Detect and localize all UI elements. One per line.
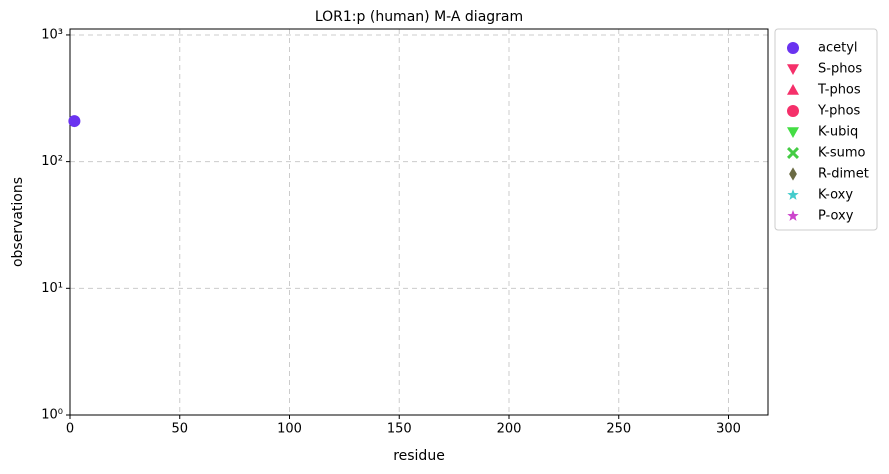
y-tick-label: 10¹ xyxy=(41,281,63,296)
x-tick-label: 300 xyxy=(716,422,741,437)
y-axis-label: observations xyxy=(10,177,26,267)
legend-label: K-ubiq xyxy=(818,125,858,140)
legend-marker xyxy=(787,189,799,200)
point xyxy=(68,115,81,128)
legend-label: R-dimet xyxy=(818,167,869,182)
legend-marker xyxy=(787,105,799,117)
y-tick-label: 10² xyxy=(41,154,63,169)
legend-marker xyxy=(787,147,799,159)
chart-title: LOR1:p (human) M-A diagram xyxy=(315,9,523,25)
x-tick-label: 250 xyxy=(606,422,631,437)
plot-frame xyxy=(69,28,769,416)
x-tick-label: 200 xyxy=(497,422,522,437)
legend-marker xyxy=(787,84,799,95)
legend-label: K-oxy xyxy=(818,188,853,203)
legend-label: P-oxy xyxy=(818,209,854,224)
legend-marker xyxy=(789,167,797,181)
y-tick-label: 10³ xyxy=(41,27,63,42)
legend-marker xyxy=(787,210,799,221)
x-tick-label: 0 xyxy=(66,422,74,437)
legend-label: S-phos xyxy=(818,62,862,77)
legend-box xyxy=(774,28,878,231)
legend-marker xyxy=(787,42,799,54)
legend-label: K-sumo xyxy=(818,146,866,161)
legend-label: T-phos xyxy=(817,83,861,98)
x-tick-label: 100 xyxy=(277,422,302,437)
x-axis-label: residue xyxy=(393,448,445,464)
y-tick-label: 10⁰ xyxy=(41,408,63,423)
legend-label: acetyl xyxy=(818,41,858,56)
legend-marker xyxy=(787,64,799,75)
x-tick-label: 50 xyxy=(171,422,188,437)
legend-marker xyxy=(787,127,799,138)
x-tick-label: 150 xyxy=(387,422,412,437)
legend-label: Y-phos xyxy=(817,104,861,119)
